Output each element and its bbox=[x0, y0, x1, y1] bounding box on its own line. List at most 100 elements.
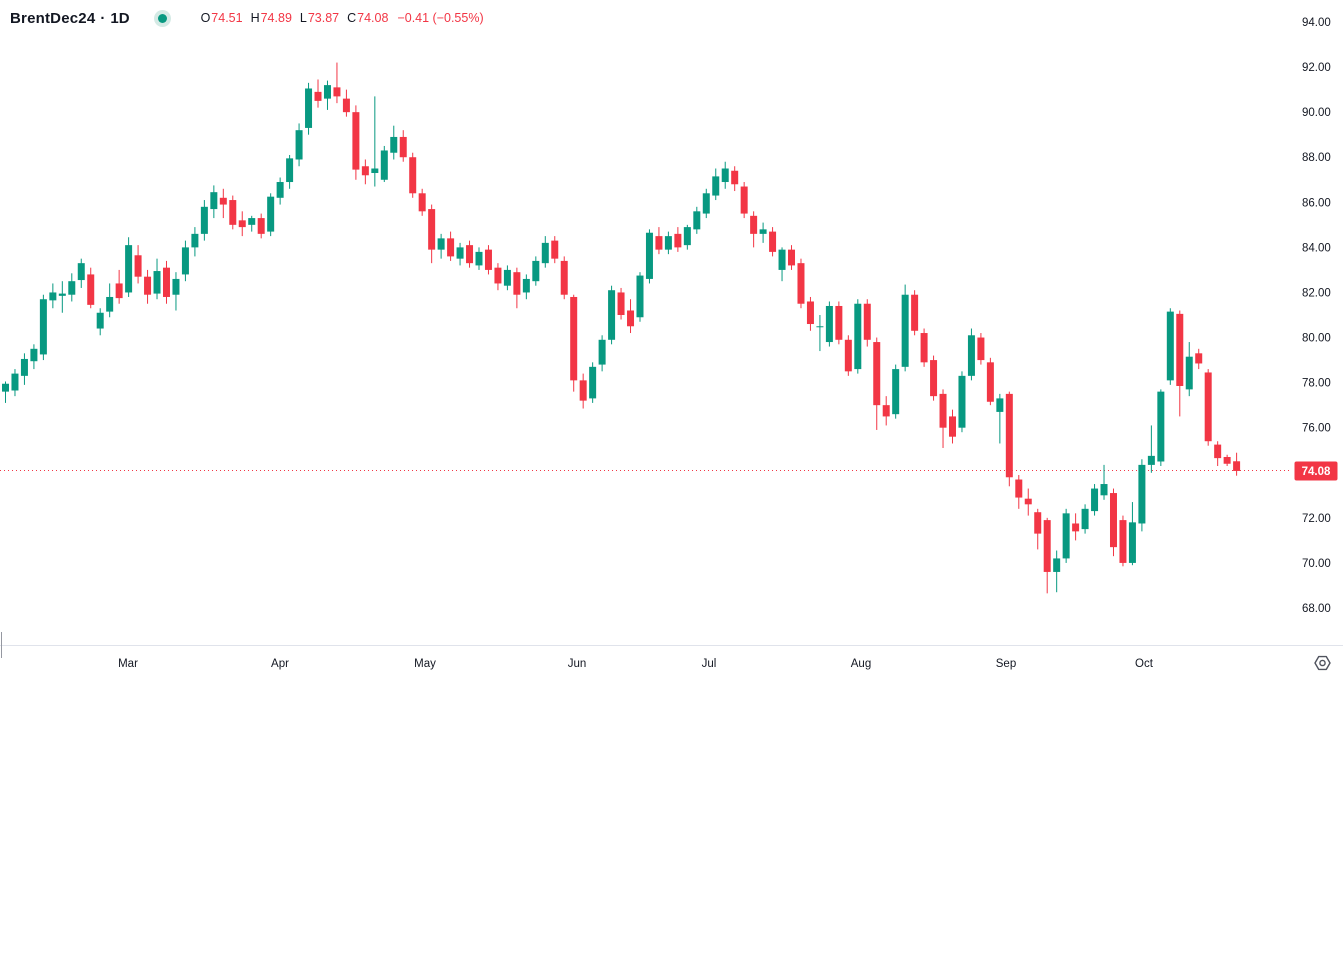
candle[interactable] bbox=[418, 188, 426, 216]
candle[interactable] bbox=[522, 274, 530, 300]
candle[interactable] bbox=[977, 333, 985, 365]
candle[interactable] bbox=[1147, 425, 1155, 473]
candle[interactable] bbox=[191, 227, 199, 257]
candle[interactable] bbox=[77, 258, 85, 288]
candle[interactable] bbox=[323, 80, 331, 110]
candle[interactable] bbox=[892, 364, 900, 419]
candle[interactable] bbox=[1091, 484, 1099, 516]
candle[interactable] bbox=[49, 283, 57, 309]
candle[interactable] bbox=[333, 62, 341, 104]
candle[interactable] bbox=[267, 193, 275, 237]
candle[interactable] bbox=[939, 389, 947, 448]
candle[interactable] bbox=[702, 188, 710, 219]
candle[interactable] bbox=[286, 154, 294, 189]
candle[interactable] bbox=[1128, 502, 1136, 566]
candle[interactable] bbox=[986, 357, 994, 406]
candle[interactable] bbox=[20, 353, 28, 385]
candle[interactable] bbox=[1166, 308, 1174, 385]
candle[interactable] bbox=[125, 237, 133, 297]
candle[interactable] bbox=[475, 247, 483, 270]
candle[interactable] bbox=[68, 273, 76, 302]
candle[interactable] bbox=[825, 301, 833, 347]
candle[interactable] bbox=[608, 285, 616, 345]
candle[interactable] bbox=[996, 393, 1004, 444]
candle[interactable] bbox=[399, 130, 407, 162]
candle[interactable] bbox=[1034, 508, 1042, 550]
candle[interactable] bbox=[1233, 452, 1241, 476]
candle[interactable] bbox=[447, 231, 455, 261]
candle[interactable] bbox=[314, 79, 322, 108]
candle[interactable] bbox=[901, 284, 909, 372]
candle[interactable] bbox=[466, 240, 474, 268]
candle[interactable] bbox=[1223, 454, 1231, 467]
candle[interactable] bbox=[731, 166, 739, 192]
candle[interactable] bbox=[134, 245, 142, 284]
candle[interactable] bbox=[456, 242, 464, 266]
candle[interactable] bbox=[1081, 504, 1089, 534]
candle[interactable] bbox=[115, 269, 123, 304]
candle[interactable] bbox=[39, 294, 47, 361]
candle[interactable] bbox=[503, 265, 511, 291]
candle[interactable] bbox=[693, 206, 701, 234]
candle[interactable] bbox=[854, 299, 862, 374]
candle[interactable] bbox=[1109, 488, 1117, 557]
candle[interactable] bbox=[598, 335, 606, 372]
candle[interactable] bbox=[200, 200, 208, 241]
candle[interactable] bbox=[560, 256, 568, 300]
symbol-title[interactable]: BrentDec24 bbox=[10, 9, 96, 27]
candle[interactable] bbox=[579, 373, 587, 409]
candle[interactable] bbox=[1005, 391, 1013, 487]
candle[interactable] bbox=[617, 287, 625, 320]
candle[interactable] bbox=[645, 229, 653, 284]
candle[interactable] bbox=[352, 105, 360, 180]
axis-settings-nut-icon[interactable] bbox=[1314, 655, 1331, 671]
candle[interactable] bbox=[390, 125, 398, 160]
candle[interactable] bbox=[911, 290, 919, 336]
candle[interactable] bbox=[863, 299, 871, 347]
candle[interactable] bbox=[219, 188, 227, 219]
candle[interactable] bbox=[181, 240, 189, 282]
candle[interactable] bbox=[1157, 389, 1165, 467]
candle[interactable] bbox=[295, 123, 303, 167]
candle[interactable] bbox=[1024, 488, 1032, 516]
candle[interactable] bbox=[30, 344, 38, 370]
candle[interactable] bbox=[513, 267, 521, 309]
candle[interactable] bbox=[229, 195, 237, 230]
candle[interactable] bbox=[11, 369, 19, 397]
candle[interactable] bbox=[712, 168, 720, 201]
candle[interactable] bbox=[1214, 441, 1222, 467]
candle[interactable] bbox=[551, 236, 559, 264]
candle[interactable] bbox=[437, 233, 445, 259]
candle[interactable] bbox=[58, 281, 66, 313]
candle[interactable] bbox=[1015, 475, 1023, 509]
candle[interactable] bbox=[96, 308, 104, 336]
candle[interactable] bbox=[371, 96, 379, 187]
candle[interactable] bbox=[664, 231, 672, 255]
candle[interactable] bbox=[428, 204, 436, 264]
candle[interactable] bbox=[797, 258, 805, 309]
candle[interactable] bbox=[750, 211, 758, 248]
candle[interactable] bbox=[1053, 550, 1061, 593]
candle[interactable] bbox=[1043, 517, 1051, 594]
candle[interactable] bbox=[494, 263, 502, 291]
candle[interactable] bbox=[342, 89, 350, 117]
candle[interactable] bbox=[949, 409, 956, 444]
candle[interactable] bbox=[541, 236, 549, 268]
candle[interactable] bbox=[2, 381, 9, 403]
candle[interactable] bbox=[873, 337, 881, 430]
candle[interactable] bbox=[806, 296, 814, 331]
price-chart[interactable]: 94.00 92.00 90.00 88.00 86.00 84.00 82.00 80.00… bbox=[0, 0, 1343, 690]
candle[interactable] bbox=[655, 227, 663, 255]
candle[interactable] bbox=[683, 224, 691, 250]
candle[interactable] bbox=[1119, 515, 1127, 567]
candle[interactable] bbox=[1138, 459, 1146, 532]
candle[interactable] bbox=[570, 294, 578, 392]
candle[interactable] bbox=[759, 222, 767, 243]
candle[interactable] bbox=[238, 211, 246, 237]
candle[interactable] bbox=[1062, 508, 1070, 563]
candle[interactable] bbox=[721, 161, 729, 189]
candle[interactable] bbox=[153, 258, 161, 300]
candle[interactable] bbox=[778, 247, 786, 282]
candle[interactable] bbox=[674, 227, 682, 252]
candle[interactable] bbox=[162, 260, 170, 304]
